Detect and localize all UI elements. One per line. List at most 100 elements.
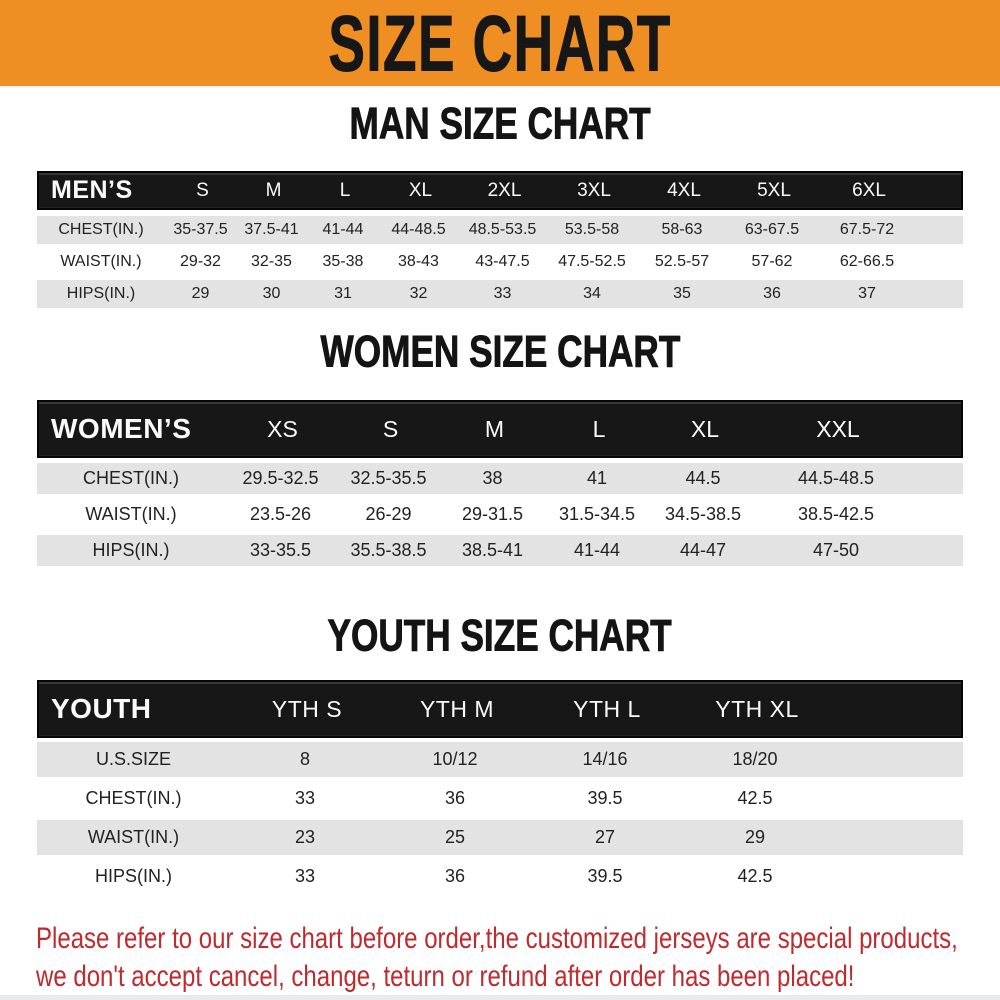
table-row: WAIST(IN.) 29-32 32-35 35-38 38-43 43-47… (37, 248, 963, 276)
row-label: WAIST(IN.) (60, 253, 142, 270)
size-chart-banner: SIZE CHART (0, 0, 1000, 88)
size-value: 44-47 (679, 540, 727, 560)
size-value: 39.5 (587, 788, 623, 808)
size-value: 58-63 (661, 221, 703, 238)
size-value: 36 (444, 788, 466, 808)
size-value: 52.5-57 (654, 253, 710, 270)
youth-size-table: YOUTH YTH S YTH M YTH L YTH XL U.S.SIZE … (37, 680, 963, 894)
column-header: YTH XL (715, 695, 799, 722)
men-section-heading: MAN SIZE CHART (0, 99, 1000, 149)
size-value: 10/12 (432, 749, 478, 769)
size-value: 35 (673, 285, 691, 302)
row-label: U.S.SIZE (95, 749, 171, 769)
size-value: 48.5-53.5 (468, 221, 537, 238)
size-value: 47.5-52.5 (558, 253, 626, 270)
women-size-table: WOMEN’S XS S M L XL XXL CHEST(IN.) 29.5-… (37, 400, 963, 566)
size-value: 44.5 (685, 468, 721, 488)
men-table-header-row: MEN’S S M L XL 2XL 3XL 4XL 5XL 6XL (37, 171, 963, 210)
size-value: 39.5 (587, 866, 623, 886)
column-header: M (265, 179, 282, 201)
size-value: 29-32 (180, 253, 221, 270)
order-policy-note: Please refer to our size chart before or… (36, 920, 996, 996)
size-value: 8 (299, 749, 310, 769)
column-header: XL (408, 179, 433, 201)
row-label: CHEST(IN.) (58, 221, 144, 238)
size-value: 35-38 (322, 253, 364, 270)
column-header: L (339, 179, 351, 201)
column-header: XL (690, 415, 720, 442)
size-value: 43-47.5 (475, 253, 530, 270)
row-label: WAIST(IN.) (85, 504, 177, 524)
size-value: 29.5-32.5 (242, 468, 319, 488)
size-value: 33 (294, 788, 316, 808)
size-value: 23 (294, 827, 316, 847)
table-row: WAIST(IN.) 23 25 27 29 (37, 820, 963, 855)
men-section-heading-text: MAN SIZE CHART (349, 99, 651, 149)
size-value: 25 (444, 827, 466, 847)
men-table-title: MEN’S (51, 176, 133, 204)
row-label: HIPS(IN.) (92, 540, 170, 560)
size-value: 30 (262, 285, 281, 302)
size-value: 35-37.5 (173, 221, 228, 238)
table-row: CHEST(IN.) 29.5-32.5 32.5-35.5 38 41 44.… (37, 463, 963, 494)
size-value: 41-44 (322, 221, 364, 238)
table-row: HIPS(IN.) 29 30 31 32 33 34 35 36 37 (37, 280, 963, 308)
table-row: CHEST(IN.) 33 36 39.5 42.5 (37, 781, 963, 816)
size-value: 37 (858, 285, 876, 302)
youth-table-title: YOUTH (51, 693, 152, 724)
size-value: 67.5-72 (839, 221, 895, 238)
size-value: 34.5-38.5 (664, 504, 742, 524)
size-value: 33 (294, 866, 316, 886)
size-value: 34 (583, 285, 601, 302)
column-header: 3XL (577, 179, 611, 201)
size-value: 41-44 (573, 540, 621, 560)
table-row: U.S.SIZE 8 10/12 14/16 18/20 (37, 742, 963, 777)
size-value: 37.5-41 (244, 221, 299, 238)
women-table-title: WOMEN’S (51, 413, 192, 444)
table-row: HIPS(IN.) 33-35.5 35.5-38.5 38.5-41 41-4… (37, 535, 963, 566)
size-value: 29 (744, 827, 766, 847)
size-value: 31.5-34.5 (558, 504, 636, 524)
size-value: 32-35 (251, 253, 292, 270)
column-header: XXL (816, 415, 860, 442)
size-value: 47-50 (812, 540, 860, 560)
size-value: 33 (493, 285, 512, 302)
row-label: WAIST(IN.) (87, 827, 180, 847)
size-value: 42.5 (737, 866, 773, 886)
row-label: HIPS(IN.) (94, 866, 172, 886)
youth-table-header-row: YOUTH YTH S YTH M YTH L YTH XL (37, 680, 963, 738)
size-value: 27 (594, 827, 616, 847)
size-value: 23.5-26 (249, 504, 312, 524)
size-value: 14/16 (582, 749, 628, 769)
women-table-header-row: WOMEN’S XS S M L XL XXL (37, 400, 963, 458)
column-header: 2XL (487, 179, 522, 201)
size-value: 29-31.5 (461, 504, 524, 524)
size-value: 63-67.5 (744, 221, 800, 238)
youth-section-heading: YOUTH SIZE CHART (0, 611, 1000, 661)
table-row: WAIST(IN.) 23.5-26 26-29 29-31.5 31.5-34… (37, 499, 963, 530)
table-row: CHEST(IN.) 35-37.5 37.5-41 41-44 44-48.5… (37, 216, 963, 244)
column-header: 4XL (667, 179, 701, 201)
column-header: L (592, 415, 606, 442)
column-header: 6XL (852, 179, 886, 201)
column-header: M (484, 415, 505, 442)
size-value: 62-66.5 (839, 253, 895, 270)
row-label: CHEST(IN.) (85, 788, 182, 808)
table-row: HIPS(IN.) 33 36 39.5 42.5 (37, 859, 963, 894)
row-label: CHEST(IN.) (83, 468, 179, 488)
size-value: 57-62 (751, 253, 793, 270)
size-value: 33-35.5 (249, 540, 312, 560)
size-value: 18/20 (732, 749, 778, 769)
size-value: 53.5-58 (564, 221, 620, 238)
column-header: S (382, 415, 399, 442)
size-value: 38.5-41 (461, 540, 524, 560)
size-value: 36 (763, 285, 781, 302)
youth-section-heading-text: YOUTH SIZE CHART (327, 611, 673, 661)
size-value: 38 (482, 468, 503, 488)
size-value: 35.5-38.5 (350, 540, 427, 560)
column-header: 5XL (757, 179, 791, 201)
size-value: 38.5-42.5 (797, 504, 875, 524)
women-section-heading-text: WOMEN SIZE CHART (320, 327, 681, 377)
size-value: 36 (444, 866, 466, 886)
women-section-heading: WOMEN SIZE CHART (0, 327, 1000, 377)
